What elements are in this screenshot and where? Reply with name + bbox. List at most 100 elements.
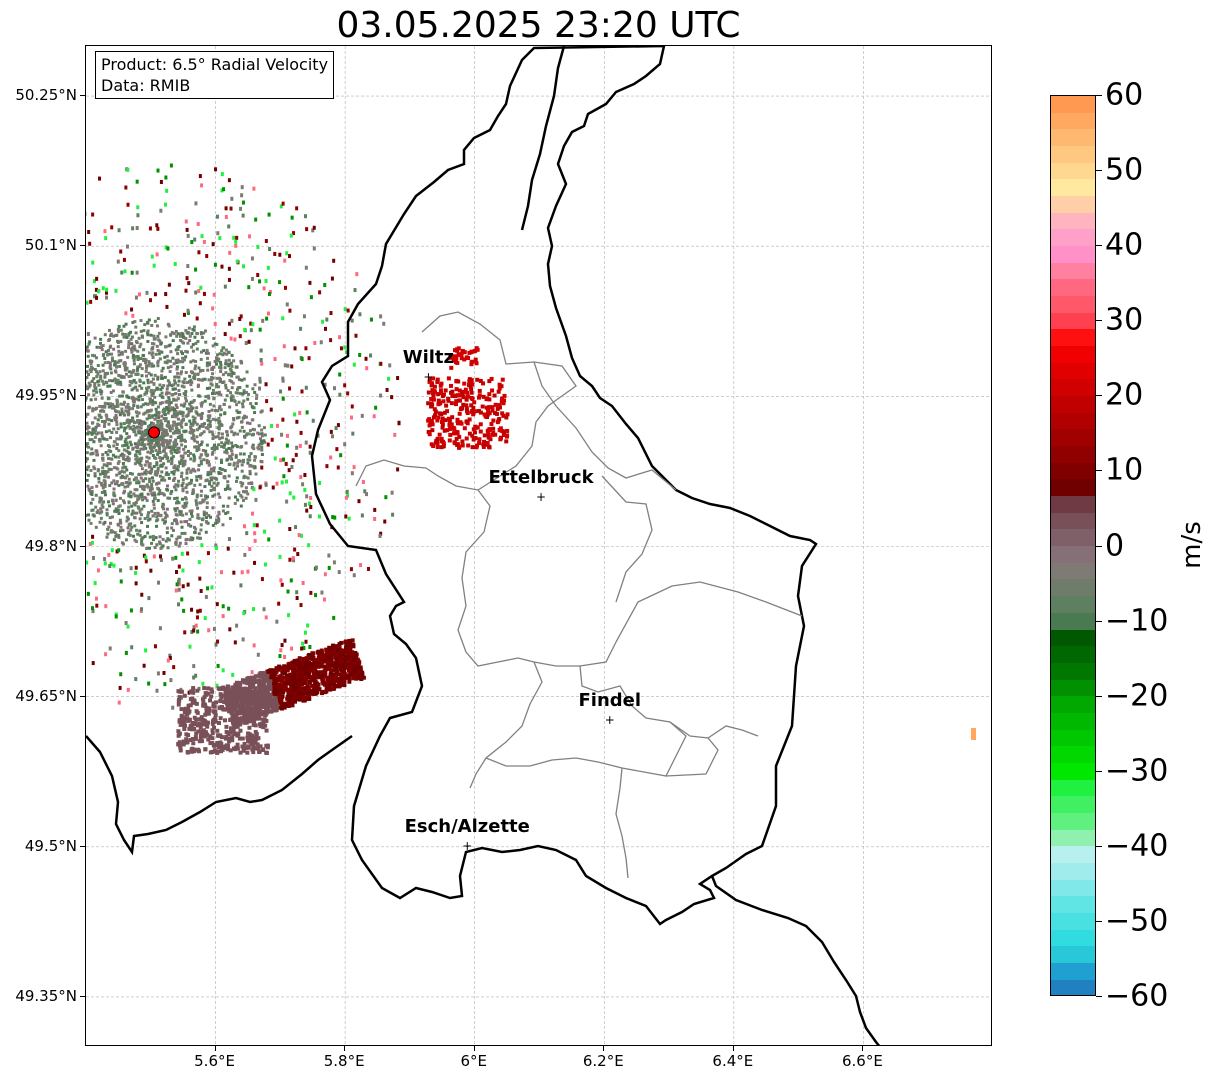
gridlines: [86, 46, 991, 1045]
echo-pixel: [103, 373, 107, 377]
echo-pixel: [116, 410, 120, 414]
echo-pixel: [88, 368, 92, 372]
echo-pixel: [223, 366, 227, 370]
echo-pixel: [90, 447, 94, 451]
echo-pixel: [110, 515, 114, 519]
echo-pixel: [204, 594, 208, 599]
echo-pixel: [117, 455, 121, 459]
echo-pixel: [230, 715, 235, 720]
echo-pixel: [221, 614, 225, 619]
echo-pixel: [369, 317, 373, 322]
echo-pixel: [169, 492, 173, 496]
echo-pixel: [291, 683, 296, 688]
echo-pixel: [330, 434, 334, 439]
echo-pixel: [485, 415, 490, 420]
echo-pixel: [107, 467, 111, 471]
echo-pixel: [124, 538, 128, 542]
echo-pixel: [108, 436, 112, 440]
echo-pixel: [241, 402, 245, 406]
echo-pixel: [181, 488, 185, 492]
echo-pixel: [245, 384, 249, 388]
echo-pixel: [227, 364, 231, 368]
echo-pixel: [482, 439, 487, 444]
echo-pixel: [225, 684, 230, 689]
echo-pixel: [222, 402, 226, 406]
echo-pixel: [333, 655, 338, 660]
echo-pixel: [173, 431, 177, 435]
echo-pixel: [215, 683, 219, 688]
echo-pixel: [101, 369, 105, 373]
echo-pixel: [491, 430, 496, 435]
echo-pixel: [110, 356, 114, 360]
echo-pixel: [125, 432, 129, 436]
echo-pixel: [291, 669, 296, 674]
echo-pixel: [220, 264, 224, 269]
echo-pixel: [467, 417, 472, 422]
echo-pixel: [304, 385, 308, 390]
echo-pixel: [192, 459, 196, 463]
echo-pixel: [126, 455, 130, 459]
echo-pixel: [86, 398, 87, 402]
echo-pixel: [138, 509, 142, 513]
echo-pixel: [120, 474, 124, 478]
echo-pixel: [319, 658, 324, 663]
echo-pixel: [119, 521, 123, 525]
echo-pixel: [206, 427, 210, 431]
echo-pixel: [487, 379, 492, 384]
echo-pixel: [199, 459, 203, 463]
echo-pixel: [122, 501, 126, 505]
echo-pixel: [105, 513, 109, 517]
echo-pixel: [298, 410, 302, 415]
echo-pixel: [295, 690, 300, 695]
echo-pixel: [202, 331, 206, 335]
echo-pixel: [118, 496, 122, 500]
echo-pixel: [280, 675, 285, 680]
echo-pixel: [151, 403, 155, 407]
echo-pixel: [174, 542, 178, 546]
echo-pixel: [157, 580, 161, 585]
echo-pixel: [136, 358, 140, 362]
echo-pixel: [264, 278, 268, 283]
echo-pixel: [215, 383, 219, 387]
echo-pixel: [181, 366, 185, 370]
echo-pixel: [290, 646, 294, 651]
echo-pixel: [476, 408, 481, 413]
echo-pixel: [469, 403, 474, 408]
echo-pixel: [352, 362, 356, 367]
echo-pixel: [204, 426, 208, 430]
echo-pixel: [141, 403, 145, 407]
echo-pixel: [450, 389, 455, 394]
echo-pixel: [186, 310, 190, 315]
echo-pixel: [365, 492, 369, 497]
echo-pixel: [145, 391, 149, 395]
echo-pixel: [86, 466, 87, 470]
echo-pixel: [195, 422, 199, 426]
echo-pixel: [163, 345, 167, 349]
echo-pixel: [124, 458, 128, 462]
echo-pixel: [95, 345, 99, 349]
echo-pixel: [201, 368, 205, 372]
echo-pixel: [97, 379, 101, 383]
echo-pixel: [246, 397, 250, 401]
echo-pixel: [285, 443, 289, 448]
echo-pixel: [148, 441, 152, 445]
echo-pixel: [153, 511, 157, 515]
echo-pixel: [155, 423, 159, 427]
echo-pixel: [323, 326, 327, 331]
echo-pixel: [134, 581, 138, 586]
echo-pixel: [227, 224, 231, 229]
echo-pixel: [86, 383, 87, 387]
echo-pixel: [152, 337, 156, 341]
echo-pixel: [159, 513, 163, 517]
echo-pixel: [481, 394, 486, 399]
echo-pixel: [86, 445, 90, 449]
echo-pixel: [167, 383, 171, 387]
echo-pixel: [158, 456, 162, 460]
echo-pixel: [194, 359, 198, 363]
echo-pixel: [115, 430, 119, 434]
echo-pixel: [157, 449, 161, 453]
echo-pixel: [238, 385, 242, 389]
echo-pixel: [134, 385, 138, 389]
echo-pixel: [109, 530, 113, 534]
echo-pixel: [177, 577, 181, 582]
